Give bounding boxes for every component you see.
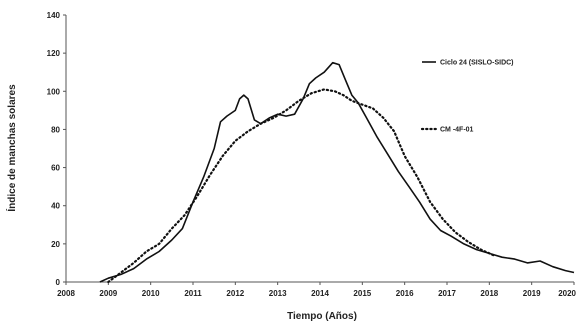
x-tick-label: 2015 (353, 289, 371, 298)
y-tick-label: 20 (51, 240, 60, 249)
x-tick-label: 2010 (142, 289, 160, 298)
x-tick-label: 2014 (311, 289, 329, 298)
y-tick-label: 60 (51, 164, 60, 173)
legend-label: Ciclo 24 (SISLO-SIDC) (440, 60, 514, 67)
y-axis-title: Índice de manchas solares (5, 84, 18, 212)
legend: Ciclo 24 (SISLO-SIDC) CM -4F-01 (420, 60, 514, 134)
series-line-cm (107, 88, 495, 284)
x-tick-label: 2013 (269, 289, 287, 298)
x-tick-label: 2009 (99, 289, 117, 298)
x-tick-label: 2020 (558, 289, 576, 298)
y-tick-label: 140 (47, 11, 61, 20)
y-tick-label: 0 (56, 278, 61, 287)
x-tick-label: 2016 (396, 289, 414, 298)
x-tick-label: 2018 (480, 289, 498, 298)
x-tick-label: 2017 (438, 289, 456, 298)
axes-layer: 0 20 40 60 80 100 120 140 2008 2009 2010 2011 2012 20… (47, 11, 577, 298)
series-layer (99, 61, 575, 284)
y-tick-label: 40 (51, 202, 60, 211)
x-tick-label: 2008 (57, 289, 75, 298)
x-tick-label: 2019 (523, 289, 541, 298)
legend-label: CM -4F-01 (440, 127, 474, 134)
y-tick-label: 120 (47, 49, 61, 58)
y-tick-label: 100 (47, 87, 61, 96)
x-axis-title: Tiempo (Años) (287, 311, 357, 322)
series-line-ciclo-24 (99, 61, 575, 283)
x-tick-label: 2011 (184, 289, 202, 298)
y-tick-label: 80 (51, 125, 60, 134)
x-tick-label: 2012 (226, 289, 244, 298)
